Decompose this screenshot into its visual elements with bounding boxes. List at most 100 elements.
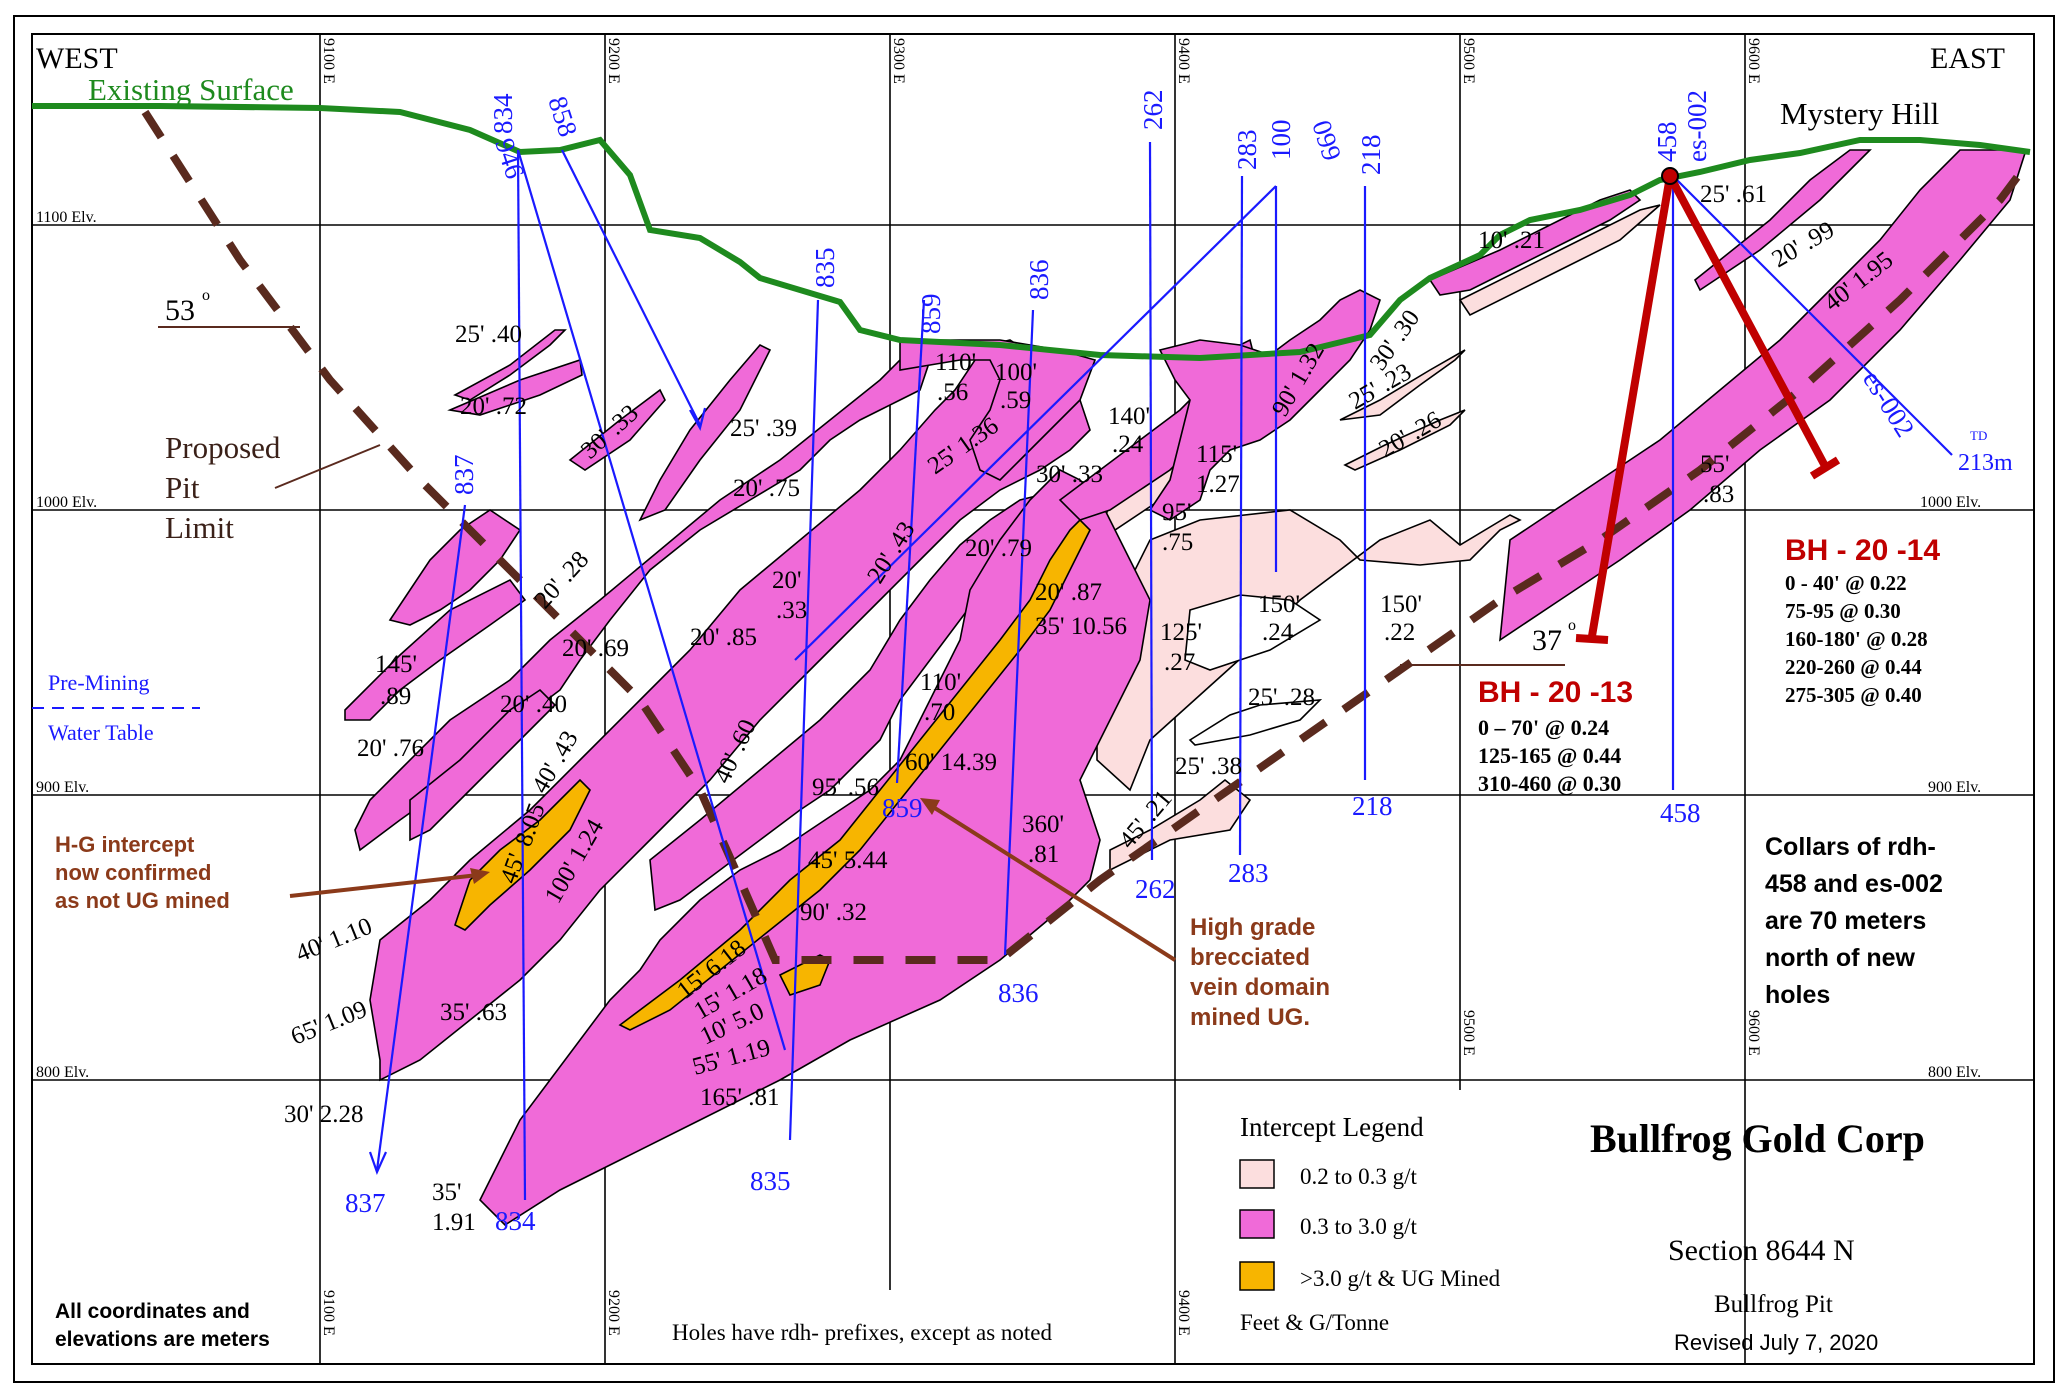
hole-label-283-top: 283 bbox=[1232, 130, 1262, 171]
bh14-row: 275-305 @ 0.40 bbox=[1785, 683, 1922, 707]
proposed-pit-limit-line bbox=[141, 109, 2034, 964]
map-frame bbox=[31, 33, 2035, 1365]
intercept-legend: Intercept Legend 0.2 to 0.3 g/t 0.3 to 3… bbox=[1239, 1112, 1501, 1335]
easting-top-9300: 9300 E bbox=[890, 38, 907, 84]
bh-holes bbox=[1575, 167, 1841, 644]
intercept-label: 25' .40 bbox=[455, 321, 522, 348]
intercept-label: .22 bbox=[1384, 619, 1415, 646]
elev-label-800-right: 800 Elv. bbox=[1928, 1064, 1981, 1081]
intercept-label: 30' .33 bbox=[1036, 461, 1103, 488]
td-depth-label: 213m bbox=[1958, 450, 2013, 476]
coords-note-line1: All coordinates and bbox=[55, 1300, 250, 1323]
intercept-label: 25' .39 bbox=[730, 415, 797, 442]
hg-intercept-arrow bbox=[289, 873, 479, 898]
intercept-label: 150' bbox=[1380, 591, 1422, 618]
intercept-label: 90' .32 bbox=[800, 899, 867, 926]
revised-date: Revised July 7, 2020 bbox=[1674, 1330, 1878, 1355]
easting-top-9100: 9100 E bbox=[320, 38, 337, 84]
mid-grade-zones bbox=[344, 149, 2028, 1227]
hg-note-line2: now confirmed bbox=[55, 860, 211, 885]
easting-top-9500: 9500 E bbox=[1460, 38, 1477, 84]
hole-label-es002-top: es-002 bbox=[1682, 90, 1712, 162]
intercept-label: 115' bbox=[1196, 441, 1237, 468]
collar-note-line5: holes bbox=[1765, 981, 1830, 1009]
angle-east-value: 37 bbox=[1532, 624, 1562, 657]
vein-note-line4: mined UG. bbox=[1190, 1004, 1310, 1031]
intercept-label: .75 bbox=[1162, 529, 1193, 556]
intercept-label: .83 bbox=[1703, 481, 1734, 508]
bh14-row: 220-260 @ 0.44 bbox=[1785, 655, 1922, 679]
intercept-label: 95' .56 bbox=[812, 774, 879, 801]
intercept-label: 20' .79 bbox=[965, 535, 1032, 562]
intercept-label: 140' bbox=[1108, 403, 1150, 430]
hole-label-859-bottom: 859 bbox=[882, 793, 923, 823]
hg-note-line1: H-G intercept bbox=[55, 832, 195, 857]
collar-note-line4: north of new bbox=[1765, 944, 1916, 972]
elev-label-1000-left: 1000 Elv. bbox=[36, 494, 97, 511]
intercept-label: .27 bbox=[1164, 649, 1195, 676]
hole-label-835-bottom: 835 bbox=[750, 1166, 791, 1196]
intercept-label: 20' .85 bbox=[690, 624, 757, 651]
west-label: WEST bbox=[36, 42, 118, 75]
pit-limit-line2: Pit bbox=[165, 470, 200, 505]
vein-note-line1: High grade bbox=[1190, 914, 1315, 941]
intercept-label: .89 bbox=[380, 683, 411, 710]
vein-note-line2: brecciated bbox=[1190, 944, 1310, 971]
intercept-label: 25' .61 bbox=[1700, 181, 1767, 208]
intercept-label: 110' bbox=[935, 349, 976, 376]
pit-limit-line1: Proposed bbox=[165, 430, 281, 465]
hg-intercept-arrowhead bbox=[470, 868, 490, 884]
intercept-label: 20' .87 bbox=[1035, 579, 1102, 606]
intercept-label: 20' .69 bbox=[562, 635, 629, 662]
existing-surface-label: Existing Surface bbox=[88, 72, 294, 107]
intercept-label: 35' 10.56 bbox=[1035, 613, 1127, 640]
hole-label-836-top: 836 bbox=[1024, 260, 1054, 301]
legend-swatch-mid bbox=[1239, 1209, 1275, 1239]
intercept-label: 30' 2.28 bbox=[284, 1101, 364, 1128]
intercept-label: 20' .76 bbox=[357, 735, 424, 762]
legend-swatch-low bbox=[1239, 1159, 1275, 1189]
intercept-label: .56 bbox=[937, 379, 968, 406]
existing-surface-line bbox=[32, 103, 2031, 362]
intercept-label: 25' .38 bbox=[1175, 753, 1242, 780]
hole-label-283-bottom: 283 bbox=[1228, 858, 1269, 888]
collar-note-line2: 458 and es-002 bbox=[1765, 870, 1943, 898]
easting-bottom-9200: 9200 E bbox=[605, 1290, 622, 1336]
intercept-label: 20' .75 bbox=[733, 475, 800, 502]
easting-top-9400: 9400 E bbox=[1175, 38, 1192, 84]
intercept-label: 1.27 bbox=[1196, 471, 1240, 498]
intercept-label: .24 bbox=[1262, 619, 1294, 646]
hole-label-262-bottom: 262 bbox=[1135, 874, 1176, 904]
hole-label-458-top: 458 bbox=[1652, 122, 1682, 163]
hole-label-834: 834 bbox=[488, 93, 518, 134]
collar-note-line1: Collars of rdh- bbox=[1765, 833, 1936, 861]
bh13-row: 125-165 @ 0.44 bbox=[1478, 743, 1621, 768]
hg-note-line3: as not UG mined bbox=[55, 888, 230, 913]
hole-label-458-bottom: 458 bbox=[1660, 798, 1701, 828]
pit-limit-pointer bbox=[274, 444, 381, 489]
vein-note-line3: vein domain bbox=[1190, 974, 1330, 1001]
hole-label-100: 100 bbox=[1266, 120, 1296, 161]
easting-top-9200: 9200 E bbox=[605, 38, 622, 84]
drill-holes bbox=[368, 141, 1953, 1201]
elev-label-900-left: 900 Elv. bbox=[36, 779, 89, 796]
intercept-label: 20' .72 bbox=[460, 393, 527, 420]
angle-east-degree: o bbox=[1568, 617, 1576, 634]
east-label: EAST bbox=[1930, 42, 2005, 75]
legend-item-low: 0.2 to 0.3 g/t bbox=[1300, 1164, 1418, 1189]
pit-limit-line3: Limit bbox=[165, 510, 234, 545]
legend-item-high: >3.0 g/t & UG Mined bbox=[1300, 1266, 1501, 1291]
td-label: TD bbox=[1970, 428, 1987, 443]
hole-label-834-bottom: 834 bbox=[495, 1206, 536, 1236]
easting-bottom-9400: 9400 E bbox=[1175, 1290, 1192, 1336]
hole-label-218-bottom: 218 bbox=[1352, 791, 1393, 821]
bh13-title: BH - 20 -13 bbox=[1478, 676, 1633, 709]
intercept-label: .33 bbox=[776, 597, 807, 624]
intercept-label: .81 bbox=[1028, 841, 1059, 868]
vein-domain-arrow bbox=[928, 803, 1177, 962]
angle-west-degree: o bbox=[202, 287, 210, 304]
intercept-label: 165' .81 bbox=[700, 1084, 780, 1111]
intercept-label: 20' bbox=[772, 567, 802, 594]
